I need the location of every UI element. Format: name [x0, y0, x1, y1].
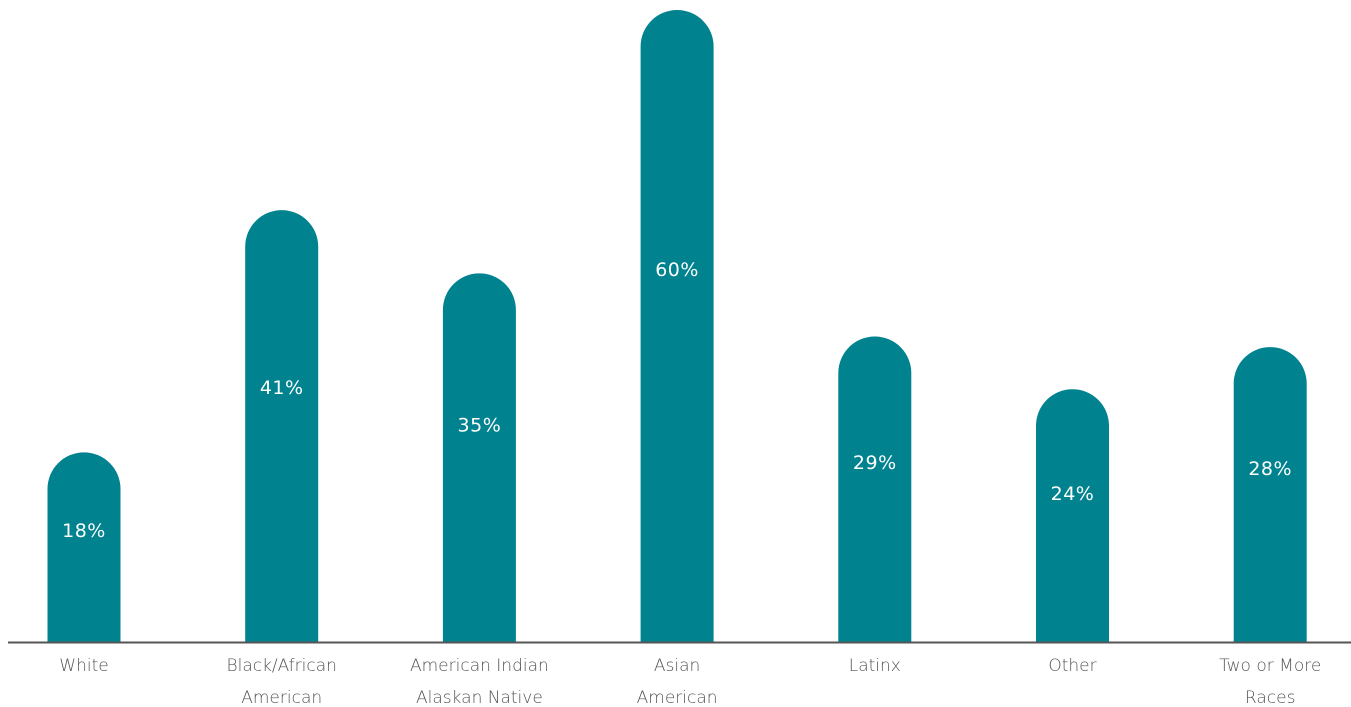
category-label-line: American Indian	[410, 656, 549, 676]
bar-value-label: 29%	[853, 452, 897, 474]
category-label-line: American	[241, 688, 322, 707]
bar	[640, 10, 714, 643]
category-label: Black/African American	[226, 656, 336, 707]
bars-group	[47, 10, 1307, 643]
bar	[245, 210, 319, 642]
category-label-line: Two or More	[1219, 656, 1321, 676]
bar-value-label: 24%	[1051, 483, 1095, 505]
category-label-line: American	[637, 688, 718, 707]
category-label: Other	[1048, 656, 1096, 676]
category-label: Two or More Races	[1219, 656, 1321, 707]
category-label: White	[59, 656, 108, 676]
category-label-line: Other	[1048, 656, 1096, 676]
bar	[47, 452, 121, 642]
category-label-line: Races	[1245, 688, 1296, 707]
bar	[838, 336, 912, 642]
bar	[1036, 389, 1109, 642]
category-label-line: Alaskan Native	[416, 688, 543, 707]
bar-value-label: 28%	[1248, 458, 1292, 480]
category-label: Asian American	[637, 656, 718, 707]
category-label-line: Latinx	[849, 656, 901, 676]
category-label: Latinx	[849, 656, 901, 676]
category-label-line: Asian	[654, 656, 700, 676]
bar-value-label: 18%	[62, 520, 106, 542]
bar	[1233, 347, 1307, 642]
bar-value-label: 41%	[260, 377, 304, 399]
bar	[442, 273, 516, 642]
bar-value-label: 60%	[655, 259, 699, 281]
bar-value-label: 35%	[458, 414, 502, 436]
value-labels-group: 18% 41% 35% 60% 29% 24% 28%	[62, 259, 1292, 542]
category-label: American Indian Alaskan Native	[410, 656, 549, 707]
category-labels-group: White Black/African American American India…	[59, 656, 1321, 707]
category-label-line: White	[59, 656, 108, 676]
category-label-line: Black/African	[226, 656, 336, 676]
